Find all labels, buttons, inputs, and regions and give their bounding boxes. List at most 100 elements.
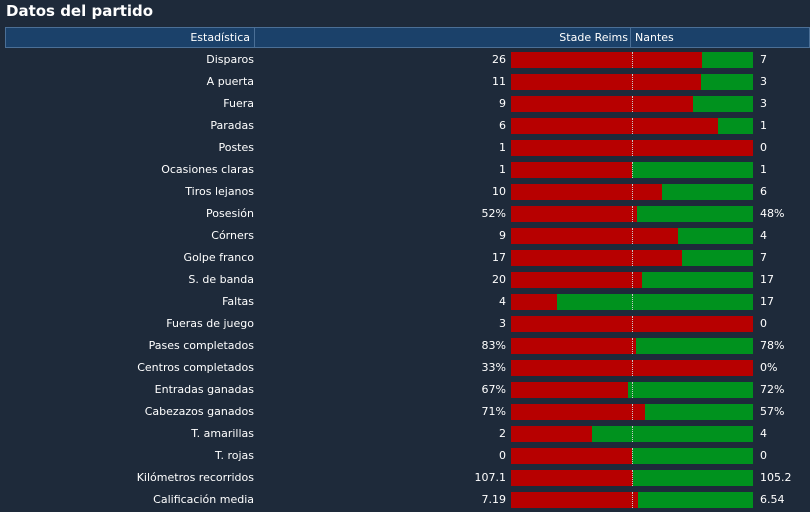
home-share-fill: [511, 162, 632, 178]
comparison-bar: [511, 184, 753, 200]
home-value: 3: [499, 317, 506, 330]
midpoint-marker: [632, 448, 633, 464]
comparison-bar: [511, 404, 753, 420]
stat-row: A puerta 11 3: [0, 72, 810, 94]
home-value: 11: [492, 75, 506, 88]
stat-row: Ocasiones claras 1 1: [0, 160, 810, 182]
stat-row: Paradas 6 1: [0, 116, 810, 138]
away-value: 57%: [760, 405, 785, 418]
home-value: 7.19: [481, 493, 507, 506]
away-value: 78%: [760, 339, 785, 352]
midpoint-marker: [632, 294, 633, 310]
stat-row: Entradas ganadas 67% 72%: [0, 380, 810, 402]
comparison-bar: [511, 316, 753, 332]
stat-row: T. rojas 0 0: [0, 446, 810, 468]
away-value: 3: [760, 97, 767, 110]
stat-label: Disparos: [206, 53, 254, 66]
home-share-fill: [511, 492, 638, 508]
away-value: 4: [760, 229, 767, 242]
comparison-bar: [511, 470, 753, 486]
stat-label: Faltas: [222, 295, 254, 308]
stat-label: Entradas ganadas: [154, 383, 254, 396]
away-value: 17: [760, 273, 774, 286]
stat-label: Fuera: [223, 97, 254, 110]
midpoint-marker: [632, 140, 633, 156]
stat-row: Kilómetros recorridos 107.1 105.2: [0, 468, 810, 490]
home-share-fill: [511, 206, 637, 222]
home-share-fill: [511, 250, 682, 266]
home-share-fill: [511, 96, 693, 112]
home-share-fill: [511, 448, 632, 464]
home-share-fill: [511, 426, 592, 442]
home-share-fill: [511, 228, 678, 244]
stat-label: T. rojas: [215, 449, 254, 462]
home-value: 1: [499, 163, 506, 176]
stat-label: A puerta: [206, 75, 254, 88]
comparison-bar: [511, 140, 753, 156]
midpoint-marker: [632, 382, 633, 398]
midpoint-marker: [632, 118, 633, 134]
stat-row: Faltas 4 17: [0, 292, 810, 314]
home-share-fill: [511, 404, 645, 420]
midpoint-marker: [632, 426, 633, 442]
stat-row: Cabezazos ganados 71% 57%: [0, 402, 810, 424]
column-header-away-team[interactable]: Nantes: [631, 28, 810, 47]
away-value: 7: [760, 53, 767, 66]
stat-row: S. de banda 20 17: [0, 270, 810, 292]
away-value: 105.2: [760, 471, 792, 484]
stat-label: Golpe franco: [183, 251, 254, 264]
page-title: Datos del partido: [6, 2, 154, 20]
comparison-bar: [511, 360, 753, 376]
home-value: 17: [492, 251, 506, 264]
stat-label: Posesión: [206, 207, 254, 220]
home-value: 52%: [481, 207, 506, 220]
comparison-bar: [511, 96, 753, 112]
stat-row: Golpe franco 17 7: [0, 248, 810, 270]
stat-row: Postes 1 0: [0, 138, 810, 160]
comparison-bar: [511, 448, 753, 464]
stats-table-header: Estadística Stade Reims Nantes: [5, 27, 810, 48]
stat-label: Fueras de juego: [166, 317, 254, 330]
midpoint-marker: [632, 338, 633, 354]
stat-label: Calificación media: [153, 493, 254, 506]
away-value: 7: [760, 251, 767, 264]
home-value: 6: [499, 119, 506, 132]
home-value: 107.1: [474, 471, 507, 484]
away-value: 4: [760, 427, 767, 440]
stat-row: Córners 9 4: [0, 226, 810, 248]
stat-label: Postes: [218, 141, 254, 154]
stat-row: Fueras de juego 3 0: [0, 314, 810, 336]
comparison-bar: [511, 492, 753, 508]
away-value: 0: [760, 449, 767, 462]
home-value: 0: [499, 449, 506, 462]
comparison-bar: [511, 426, 753, 442]
comparison-bar: [511, 74, 753, 90]
stat-label: Córners: [211, 229, 254, 242]
midpoint-marker: [632, 162, 633, 178]
midpoint-marker: [632, 470, 633, 486]
home-share-fill: [511, 294, 557, 310]
home-value: 20: [492, 273, 506, 286]
home-value: 10: [492, 185, 506, 198]
away-value: 6.54: [760, 493, 785, 506]
home-value: 1: [499, 141, 506, 154]
stat-row: Pases completados 83% 78%: [0, 336, 810, 358]
comparison-bar: [511, 294, 753, 310]
home-share-fill: [511, 382, 628, 398]
home-share-fill: [511, 272, 642, 288]
stat-row: Tiros lejanos 10 6: [0, 182, 810, 204]
home-value: 33%: [481, 361, 506, 374]
away-value: 72%: [760, 383, 785, 396]
away-value: 3: [760, 75, 767, 88]
home-value: 71%: [481, 405, 506, 418]
home-share-fill: [511, 118, 718, 134]
column-header-stat[interactable]: Estadística: [5, 28, 255, 47]
stat-label: Ocasiones claras: [161, 163, 254, 176]
comparison-bar: [511, 118, 753, 134]
stat-row: T. amarillas 2 4: [0, 424, 810, 446]
midpoint-marker: [632, 228, 633, 244]
stat-label: Tiros lejanos: [185, 185, 254, 198]
column-header-home-team[interactable]: Stade Reims: [255, 28, 631, 47]
away-value: 48%: [760, 207, 785, 220]
stat-label: Cabezazos ganados: [144, 405, 254, 418]
